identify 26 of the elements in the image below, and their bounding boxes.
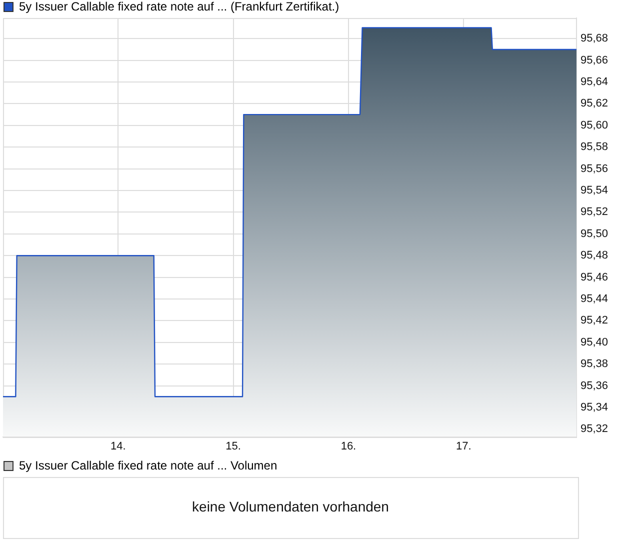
x-tick-label: 17. [456,440,472,452]
text: keine Volumendaten vorhanden [192,498,389,514]
legend-label: 5y Issuer Callable fixed rate note auf ... (Frankfurt Zertifikat.) [19,0,340,14]
x-tick-label: 16. [340,440,356,452]
legend-label: 5y Issuer Callable fixed rate note auf ... Volumen [19,458,278,472]
y-tick-label: 95,68 [580,32,608,45]
y-tick-label: 95,36 [580,380,608,392]
y-tick-label: 95,32 [580,423,608,436]
y-tick-label: 95,60 [580,119,608,132]
x-tick-label: 15. [226,440,241,452]
y-tick-label: 95,54 [580,184,608,197]
y-tick-label: 95,46 [580,271,608,284]
y-tick-label: 95,40 [580,336,608,348]
y-tick-label: 95,66 [580,54,608,66]
y-tick-label: 95,62 [580,98,608,110]
y-tick-label: 95,34 [580,402,608,414]
y-tick-label: 95,58 [580,141,608,154]
y-tick-label: 95,44 [580,293,608,306]
y-tick-label: 95,64 [580,76,608,88]
y-tick-label: 95,50 [580,228,608,240]
y-tick-label: 95,48 [580,250,608,262]
y-tick-label: 95,42 [580,314,608,327]
y-tick-label: 95,38 [580,358,608,370]
y-tick-label: 95,52 [580,206,608,218]
x-tick-label: 14. [110,440,126,452]
y-tick-label: 95,56 [580,162,608,175]
